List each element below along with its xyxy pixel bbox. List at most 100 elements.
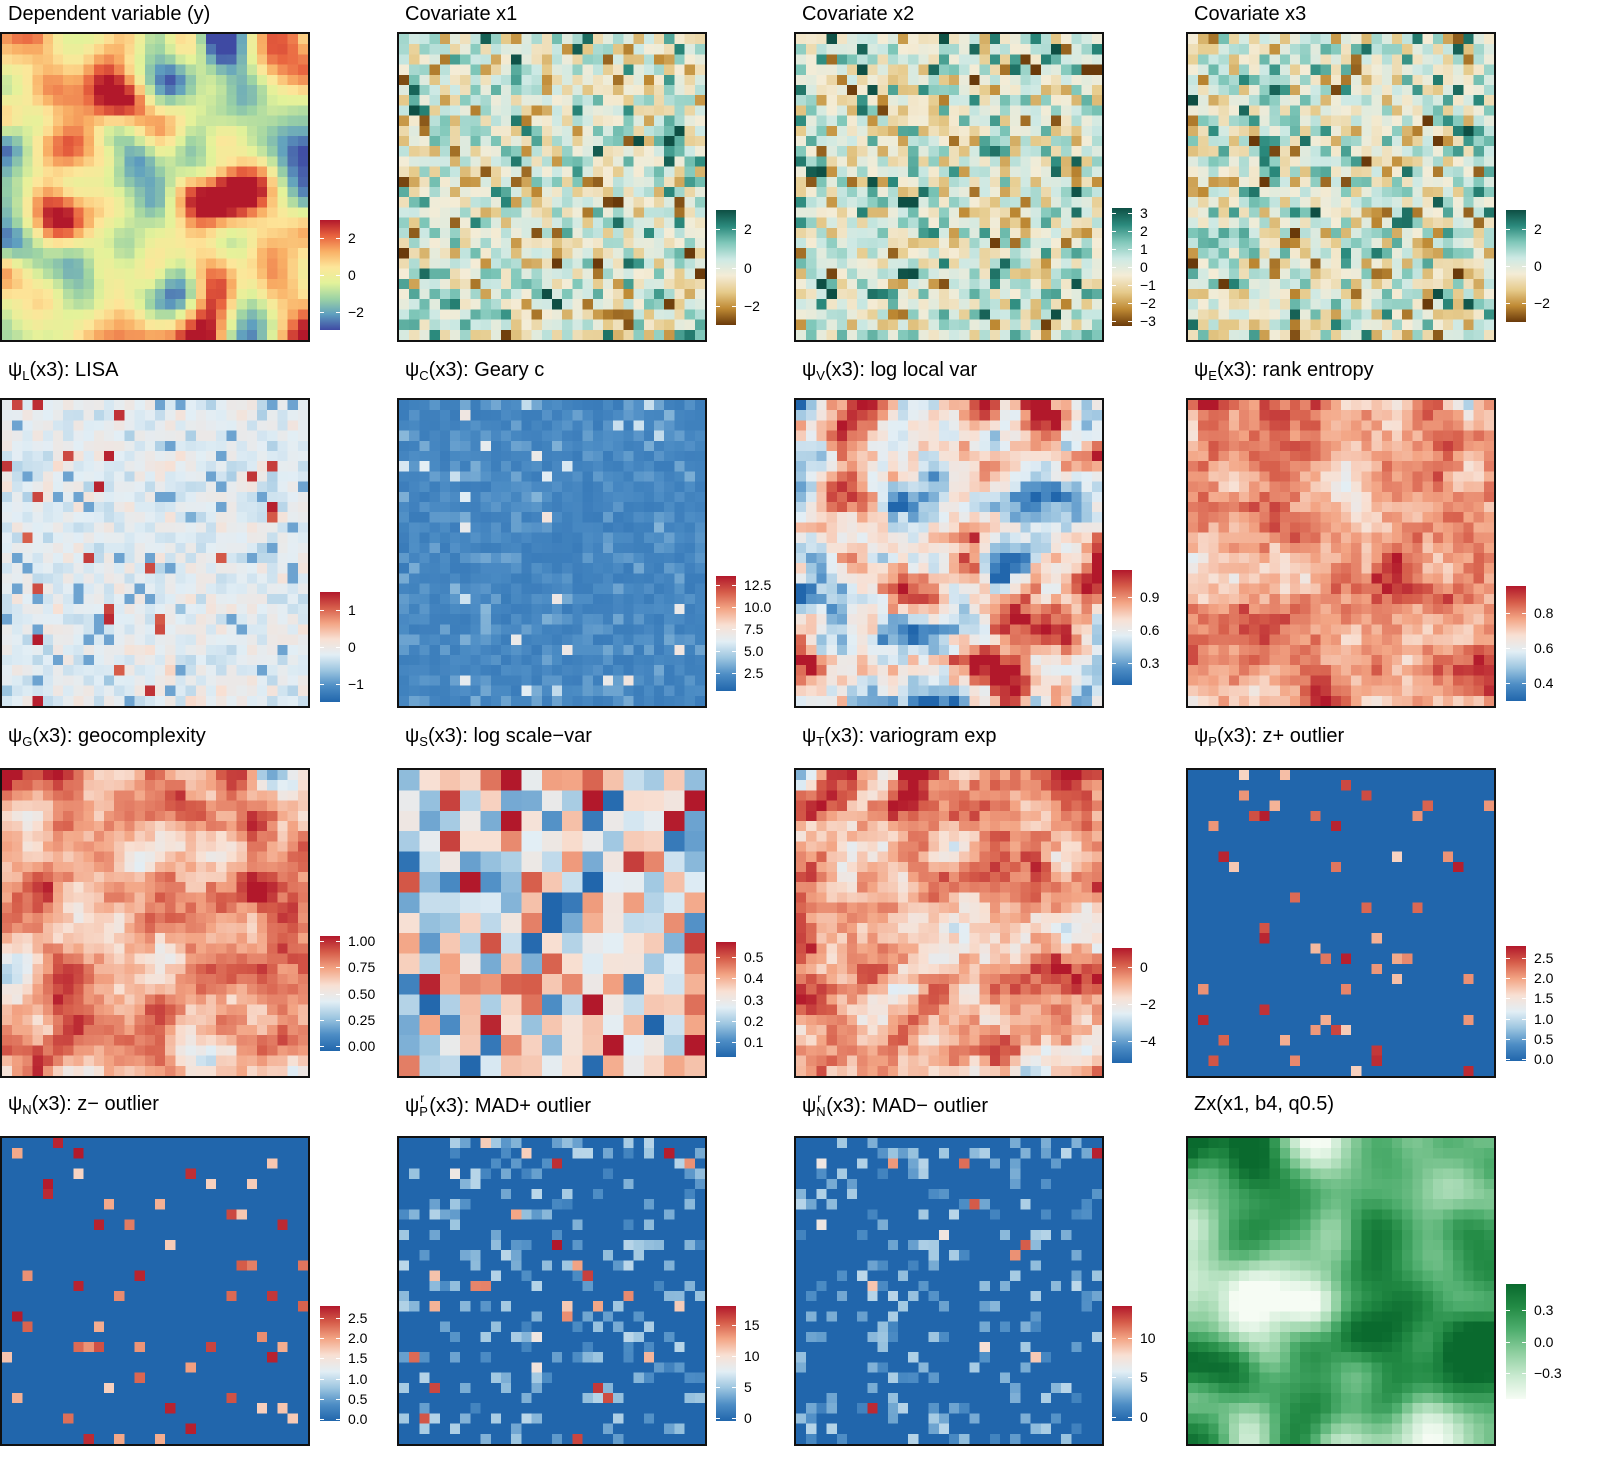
heatmap-cell (1020, 217, 1031, 229)
heatmap-cell (165, 125, 176, 137)
heatmap-cell (226, 410, 237, 421)
heatmap-cell (562, 400, 573, 411)
heatmap-cell (1051, 329, 1062, 340)
heatmap-cell (1443, 197, 1454, 208)
heatmap-cell (1091, 248, 1102, 259)
heatmap-cell (1061, 187, 1072, 198)
heatmap-cell (1361, 156, 1372, 167)
heatmap-cell (297, 481, 308, 493)
heatmap-cell (1320, 187, 1332, 198)
heatmap-cell (480, 176, 492, 188)
heatmap-cell (1453, 64, 1464, 76)
heatmap-cell (1198, 105, 1209, 116)
heatmap-cell (887, 54, 899, 65)
heatmap-cell (22, 289, 33, 300)
heatmap-cell (654, 105, 665, 116)
heatmap-cell (195, 156, 207, 167)
heatmap-cell (12, 166, 23, 178)
heatmap-cell (1279, 319, 1291, 331)
heatmap-cell (155, 420, 166, 431)
heatmap-cell (399, 176, 410, 188)
heatmap-cell (582, 471, 594, 482)
heatmap-cell (450, 268, 461, 280)
heatmap-cell (1453, 217, 1464, 229)
heatmap-cell (419, 461, 430, 472)
heatmap-cell (1290, 85, 1301, 96)
heatmap-cell (460, 238, 471, 249)
heatmap-cell (796, 105, 807, 116)
heatmap-cell (1091, 85, 1102, 96)
heatmap-cell (1081, 329, 1093, 340)
heatmap-cell (246, 695, 258, 706)
heatmap-cell (603, 34, 614, 45)
heatmap-cell (246, 400, 258, 411)
heatmap-cell (277, 604, 288, 615)
heatmap-cell (134, 644, 146, 656)
heatmap-cell (684, 125, 696, 137)
heatmap-cell (1188, 44, 1199, 55)
heatmap-cell (694, 400, 705, 411)
heatmap-cell (836, 115, 848, 127)
heatmap-cell (1320, 289, 1332, 300)
heatmap-cell (165, 685, 176, 697)
heatmap-cell (2, 573, 13, 584)
heatmap-cell (1300, 278, 1311, 290)
heatmap-cell (1279, 309, 1291, 320)
heatmap-cell (847, 54, 858, 65)
heatmap-cell (22, 644, 33, 656)
heatmap-cell (1269, 329, 1281, 340)
heatmap-cell (603, 238, 614, 249)
heatmap-cell (236, 451, 248, 462)
colorbar-tick-mark (336, 610, 340, 612)
heatmap-cell (226, 156, 237, 167)
heatmap-cell (165, 655, 176, 666)
heatmap-cell (1010, 238, 1021, 249)
heatmap-cell (1051, 54, 1062, 65)
heatmap-cell (572, 491, 583, 503)
colorbar-tick-label: 2 (1140, 223, 1148, 240)
heatmap-cell (552, 197, 563, 208)
heatmap-cell (287, 329, 299, 340)
heatmap-cell (257, 542, 268, 554)
heatmap-cell (1000, 289, 1011, 300)
heatmap-cell (1279, 289, 1291, 300)
heatmap-cell (277, 329, 288, 340)
heatmap-cell (1432, 227, 1444, 239)
heatmap-cell (32, 197, 44, 208)
heatmap-cell (1040, 64, 1052, 76)
heatmap-cell (908, 176, 919, 188)
colorbar-tick-label: −2 (348, 303, 364, 320)
heatmap-cell (409, 115, 420, 127)
heatmap-cell (236, 44, 248, 55)
heatmap-cell (623, 125, 634, 137)
heatmap-cell (654, 248, 665, 259)
heatmap-cell (277, 481, 288, 493)
heatmap-cell (857, 319, 868, 331)
heatmap-cell (1249, 44, 1260, 55)
heatmap-cell (613, 289, 624, 300)
heatmap-cell (277, 522, 288, 533)
heatmap-cell (1361, 299, 1372, 310)
heatmap-cell (1020, 136, 1031, 147)
heatmap-cell (114, 238, 125, 249)
heatmap-cell (93, 624, 105, 635)
heatmap-cell (1198, 44, 1209, 55)
heatmap-cell (277, 420, 288, 431)
heatmap-cell (1259, 54, 1270, 65)
heatmap-cell (63, 583, 74, 595)
heatmap-cell (83, 675, 95, 686)
heatmap-cell (562, 299, 573, 310)
heatmap-cell (419, 156, 430, 167)
heatmap-cell (1412, 34, 1423, 45)
heatmap-cell (165, 207, 176, 218)
heatmap-cell (1030, 115, 1042, 127)
heatmap-cell (277, 461, 288, 472)
heatmap-cell (949, 268, 960, 280)
heatmap-cell (959, 217, 970, 229)
heatmap-cell (796, 64, 807, 76)
heatmap-cell (908, 74, 919, 86)
heatmap-cell (165, 289, 176, 300)
heatmap-cell (1310, 125, 1321, 137)
heatmap-cell (857, 248, 868, 259)
heatmap-cell (1010, 166, 1021, 178)
